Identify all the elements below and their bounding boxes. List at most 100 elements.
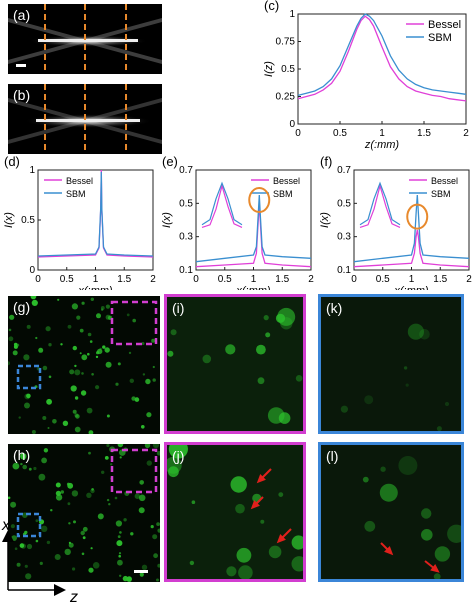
neuron-cell (71, 303, 78, 310)
neuron-cell (90, 547, 93, 550)
chart-c-legend-label: SBM (428, 32, 452, 44)
neuron-cell (26, 324, 31, 329)
neuron-cell (226, 566, 237, 577)
roi-box-magenta-h (110, 448, 158, 494)
neuron-cell (433, 573, 441, 579)
neuron-cell (74, 426, 81, 433)
neuron-cell (436, 426, 442, 431)
neuron-cell (41, 525, 48, 532)
neuron-cell (18, 416, 21, 419)
neuron-cell (129, 378, 134, 383)
neuron-cell (278, 492, 284, 497)
fluor-zoom-j-svg: (j) (167, 445, 303, 579)
neuron-cell (398, 456, 418, 475)
neuron-cell (74, 396, 79, 400)
neuron-cell (32, 300, 35, 303)
chart-d-legend-label: SBM (66, 189, 86, 199)
chart-f-ytick-label: 0.3 (337, 232, 351, 243)
neuron-cell (119, 456, 122, 459)
neuron-cell (119, 531, 122, 534)
neuron-cell (64, 548, 71, 556)
neuron-cell (189, 560, 195, 566)
neuron-cell (105, 304, 110, 309)
chart-f-inset-bessel (359, 183, 401, 228)
neuron-cell (33, 466, 37, 471)
neuron-cell (421, 508, 432, 519)
neuron-cell (145, 378, 151, 385)
red-arrow-head (430, 564, 440, 573)
chart-e: 0 0.5 1 1.5 2 0.1 0.3 0.5 0.7 x(:mm) I(x) (e) Bessel… (161, 154, 314, 290)
neuron-cell (22, 464, 27, 470)
neuron-cell (280, 317, 293, 330)
neuron-cell (74, 413, 79, 418)
chart-c-ylabel: I(z) (263, 61, 275, 77)
neuron-cell (146, 460, 152, 466)
neuron-cell (104, 456, 109, 460)
neuron-cell (379, 483, 398, 502)
panel-label-j: (j) (172, 448, 184, 464)
x-axis-label: x (1, 517, 11, 534)
neuron-cell (116, 540, 123, 547)
neuron-cell (90, 488, 95, 494)
neuron-cell (73, 520, 76, 524)
neuron-cell (291, 556, 303, 572)
z-axis-label: z (69, 589, 78, 606)
neuron-cell (156, 578, 159, 582)
neuron-cell (81, 301, 85, 305)
neuron-cell (380, 466, 386, 472)
neuron-cell (16, 562, 21, 567)
neuron-cell (403, 366, 408, 370)
neuron-cell (225, 344, 236, 355)
neuron-cell (10, 501, 17, 508)
neuron-cell (267, 407, 285, 424)
neuron-cell (72, 345, 78, 351)
neuron-cell (82, 526, 88, 532)
chart-f-xtick-label: 0 (351, 274, 357, 285)
fluor-image-h: (h) (8, 444, 160, 582)
beam-image-b: (b) (8, 84, 162, 154)
neuron-cell (108, 503, 111, 506)
neuron-cell (115, 520, 122, 527)
neuron-cell (35, 539, 39, 543)
neuron-cell (202, 354, 212, 364)
chart-c-xtick-label: 2 (463, 128, 469, 139)
neuron-cell (362, 476, 369, 483)
neuron-cell (106, 444, 110, 447)
neuron-cell (144, 444, 151, 448)
chart-f-legend-label: SBM (431, 189, 451, 199)
neuron-cell (126, 313, 130, 317)
chart-e-ytick-label: 0.5 (179, 198, 193, 209)
neuron-cell (26, 393, 31, 399)
chart-d-xlabel: x(:mm) (77, 285, 113, 290)
neuron-cell (236, 547, 252, 563)
chart-e-inset-sbm (201, 181, 243, 226)
neuron-cell (117, 362, 121, 366)
chart-c-ytick-label: 0.25 (276, 92, 296, 103)
neuron-cell (95, 355, 99, 359)
neuron-cell (151, 338, 156, 343)
neuron-cell (31, 299, 38, 306)
neuron-cell (87, 332, 92, 337)
chart-c-ytick-label: 0.75 (276, 37, 296, 48)
neuron-cell (72, 567, 76, 571)
chart-f-xtick-label: 0.5 (376, 274, 390, 285)
neuron-cell (405, 383, 409, 387)
fluor-zoom-l: (l) (318, 442, 464, 582)
neuron-cell (364, 520, 376, 532)
neuron-cell (57, 298, 60, 301)
neuron-cell (14, 547, 18, 550)
neuron-cell (157, 563, 160, 568)
neuron-cell (139, 480, 144, 485)
chart-d-ytick-label: 1 (29, 165, 35, 176)
neuron-cell (8, 496, 11, 500)
neuron-cell (230, 476, 247, 493)
neuron-cell (81, 372, 84, 375)
chart-e-series-sbm (195, 194, 312, 263)
neuron-cell (110, 463, 113, 466)
neuron-cell (43, 448, 49, 453)
chart-c-series-bessel (297, 15, 467, 102)
neuron-cell (55, 490, 62, 496)
neuron-cell (47, 427, 50, 429)
neuron-cell (152, 378, 156, 382)
chart-c-xtick-label: 1 (379, 128, 385, 139)
